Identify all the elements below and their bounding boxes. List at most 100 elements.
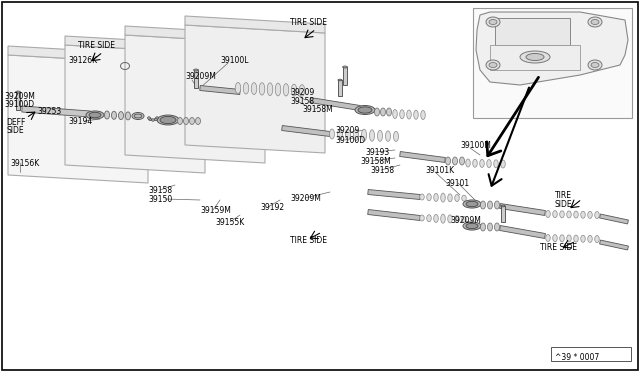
Text: 39126K: 39126K: [68, 55, 97, 64]
Ellipse shape: [385, 131, 390, 141]
Polygon shape: [65, 45, 205, 173]
Ellipse shape: [330, 129, 335, 139]
Ellipse shape: [445, 157, 451, 165]
Ellipse shape: [463, 200, 481, 208]
Ellipse shape: [460, 157, 465, 165]
Text: TIRE SIDE: TIRE SIDE: [78, 41, 115, 49]
FancyBboxPatch shape: [551, 347, 631, 361]
Text: 39158: 39158: [290, 96, 314, 106]
Ellipse shape: [154, 118, 157, 121]
Polygon shape: [65, 36, 205, 53]
Ellipse shape: [489, 62, 497, 67]
Text: 39101: 39101: [445, 179, 469, 187]
Text: TIRE SIDE: TIRE SIDE: [290, 17, 327, 26]
Ellipse shape: [157, 115, 179, 125]
Ellipse shape: [243, 83, 249, 94]
Text: 39193: 39193: [365, 148, 389, 157]
Polygon shape: [200, 86, 240, 94]
Ellipse shape: [466, 159, 470, 167]
Ellipse shape: [291, 84, 297, 96]
Text: 39158: 39158: [148, 186, 172, 195]
Ellipse shape: [461, 195, 467, 201]
Ellipse shape: [481, 223, 486, 231]
Ellipse shape: [520, 51, 550, 63]
Ellipse shape: [448, 194, 452, 202]
Ellipse shape: [381, 108, 385, 116]
Ellipse shape: [448, 215, 452, 223]
Ellipse shape: [300, 85, 305, 96]
Ellipse shape: [387, 108, 392, 116]
Polygon shape: [8, 46, 148, 63]
Ellipse shape: [588, 17, 602, 27]
Ellipse shape: [118, 112, 124, 120]
Ellipse shape: [111, 111, 116, 119]
Ellipse shape: [588, 235, 592, 243]
Text: DEFF: DEFF: [6, 118, 26, 126]
Polygon shape: [339, 80, 342, 96]
Ellipse shape: [481, 201, 486, 209]
Text: ^39 * 0007: ^39 * 0007: [555, 353, 599, 362]
Ellipse shape: [337, 129, 342, 140]
Ellipse shape: [560, 235, 564, 242]
Polygon shape: [399, 151, 445, 163]
Ellipse shape: [177, 118, 182, 125]
Ellipse shape: [546, 234, 550, 241]
Polygon shape: [368, 189, 420, 199]
Ellipse shape: [342, 66, 348, 68]
Ellipse shape: [588, 60, 602, 70]
Ellipse shape: [160, 116, 176, 124]
Text: 39100D: 39100D: [4, 99, 34, 109]
Ellipse shape: [193, 69, 198, 71]
Text: 39100M: 39100M: [460, 141, 491, 150]
Ellipse shape: [553, 235, 557, 242]
Ellipse shape: [591, 62, 599, 67]
Polygon shape: [310, 97, 360, 110]
Text: 39150: 39150: [148, 195, 172, 203]
Ellipse shape: [595, 235, 599, 243]
Ellipse shape: [455, 216, 460, 222]
Ellipse shape: [493, 160, 499, 168]
Ellipse shape: [236, 83, 241, 93]
Ellipse shape: [466, 223, 478, 229]
Text: 39158: 39158: [370, 166, 394, 174]
Ellipse shape: [284, 84, 289, 96]
Ellipse shape: [486, 17, 500, 27]
Ellipse shape: [495, 201, 499, 209]
Polygon shape: [125, 35, 265, 163]
Ellipse shape: [466, 201, 478, 207]
Text: 39155K: 39155K: [215, 218, 244, 227]
Polygon shape: [476, 12, 628, 85]
Polygon shape: [500, 225, 545, 238]
Text: 39209: 39209: [335, 125, 359, 135]
Ellipse shape: [573, 235, 579, 242]
Polygon shape: [8, 55, 148, 183]
Ellipse shape: [15, 91, 20, 93]
Ellipse shape: [526, 54, 544, 61]
Ellipse shape: [434, 193, 438, 201]
Polygon shape: [500, 203, 545, 215]
Polygon shape: [22, 106, 90, 117]
Text: TIRE: TIRE: [555, 190, 572, 199]
Ellipse shape: [147, 117, 150, 119]
Ellipse shape: [374, 108, 380, 116]
Ellipse shape: [346, 129, 351, 140]
Ellipse shape: [275, 83, 281, 96]
Text: 39101K: 39101K: [425, 166, 454, 174]
Ellipse shape: [546, 211, 550, 218]
Ellipse shape: [394, 131, 399, 141]
Ellipse shape: [480, 159, 484, 167]
Ellipse shape: [567, 235, 572, 242]
Ellipse shape: [588, 211, 592, 218]
Text: 39156K: 39156K: [10, 158, 39, 167]
Ellipse shape: [259, 83, 265, 95]
Text: SIDE: SIDE: [6, 125, 24, 135]
Ellipse shape: [393, 109, 397, 119]
Ellipse shape: [595, 212, 599, 219]
Polygon shape: [600, 214, 628, 224]
Polygon shape: [125, 26, 265, 43]
Polygon shape: [495, 18, 570, 45]
Ellipse shape: [152, 119, 154, 121]
Ellipse shape: [580, 211, 585, 218]
Ellipse shape: [378, 130, 383, 141]
Text: TIRE SIDE: TIRE SIDE: [290, 235, 327, 244]
